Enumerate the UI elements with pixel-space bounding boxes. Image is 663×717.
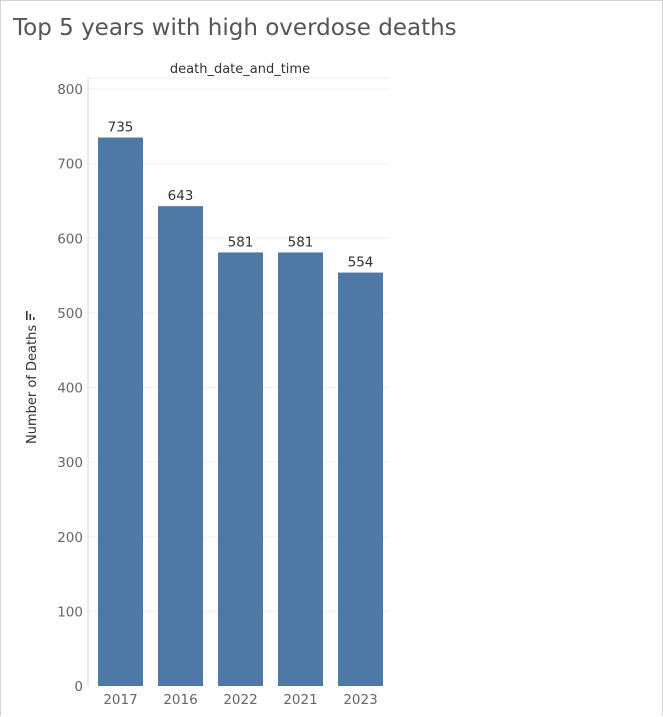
data-label-2017: 735: [108, 120, 134, 136]
x-tick-label-2021: 2021: [283, 692, 317, 708]
bar-2017[interactable]: [98, 137, 143, 687]
bar-2021[interactable]: [278, 252, 323, 686]
x-tick-label-2016: 2016: [163, 692, 197, 708]
bars: 735 643 581 581 554: [98, 120, 383, 687]
y-tick-label: 200: [57, 530, 83, 546]
data-label-2023: 554: [348, 255, 374, 271]
y-axis: 0 100 200 300 400 500 600 700 800: [57, 82, 83, 695]
y-tick-label: 500: [57, 306, 83, 322]
bar-2016[interactable]: [158, 206, 203, 686]
y-tick-label: 700: [57, 157, 83, 173]
x-axis: 2017 2016 2022 2021 2023: [103, 692, 377, 708]
bar-2023[interactable]: [338, 272, 383, 686]
y-tick-label: 100: [57, 604, 83, 620]
y-axis-title: Number of Deaths: [25, 325, 40, 444]
y-tick-label: 0: [74, 679, 83, 695]
chart-title: Top 5 years with high overdose deaths: [13, 15, 457, 41]
sort-descending-icon[interactable]: [26, 311, 35, 320]
column-header: death_date_and_time: [170, 62, 310, 77]
y-tick-label: 400: [57, 381, 83, 397]
y-axis-title-group: Number of Deaths: [25, 311, 40, 444]
data-label-2016: 643: [168, 188, 194, 204]
y-tick-label: 800: [57, 82, 83, 98]
x-tick-label-2022: 2022: [223, 692, 257, 708]
data-label-2022: 581: [228, 234, 254, 250]
y-tick-label: 600: [57, 231, 83, 247]
y-tick-label: 300: [57, 455, 83, 471]
data-label-2021: 581: [288, 234, 314, 250]
x-tick-label-2023: 2023: [343, 692, 377, 708]
bar-2022[interactable]: [218, 252, 263, 686]
x-tick-label-2017: 2017: [103, 692, 137, 708]
